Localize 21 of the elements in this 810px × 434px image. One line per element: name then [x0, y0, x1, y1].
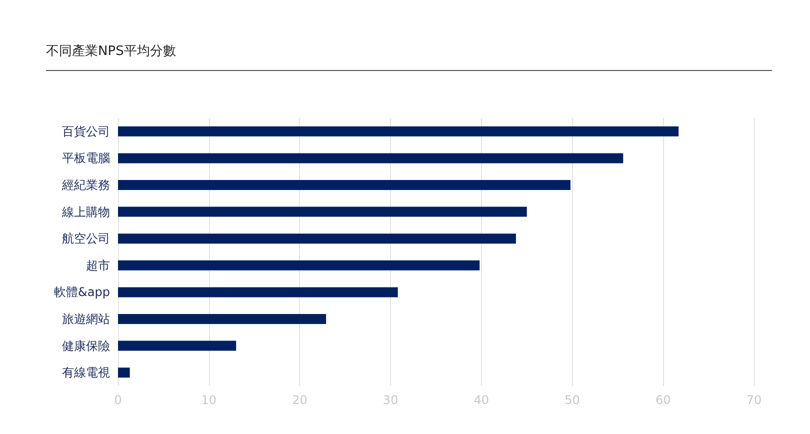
bar [118, 153, 624, 164]
y-tick-label: 有線電視 [62, 366, 110, 380]
bar [118, 340, 236, 351]
y-tick-label: 軟體&app [54, 285, 110, 300]
bar [118, 260, 480, 270]
y-tick-label: 經紀業務 [61, 178, 110, 192]
y-tick-label: 超市 [86, 258, 110, 272]
y-tick-label: 旅遊網站 [62, 312, 110, 326]
y-tick-label: 平板電腦 [62, 151, 110, 166]
y-tick-label: 百貨公司 [62, 124, 110, 138]
bar [118, 314, 326, 324]
bar [118, 126, 679, 136]
bar [118, 234, 516, 244]
chart-title: 不同產業NPS平均分數 [46, 43, 176, 60]
bar [118, 206, 527, 217]
bar [118, 180, 570, 190]
y-tick-label: 航空公司 [62, 232, 110, 246]
y-tick-label: 健康保險 [62, 338, 110, 353]
bar [118, 368, 130, 378]
bar [118, 287, 398, 298]
y-tick-label: 線上購物 [61, 204, 110, 219]
